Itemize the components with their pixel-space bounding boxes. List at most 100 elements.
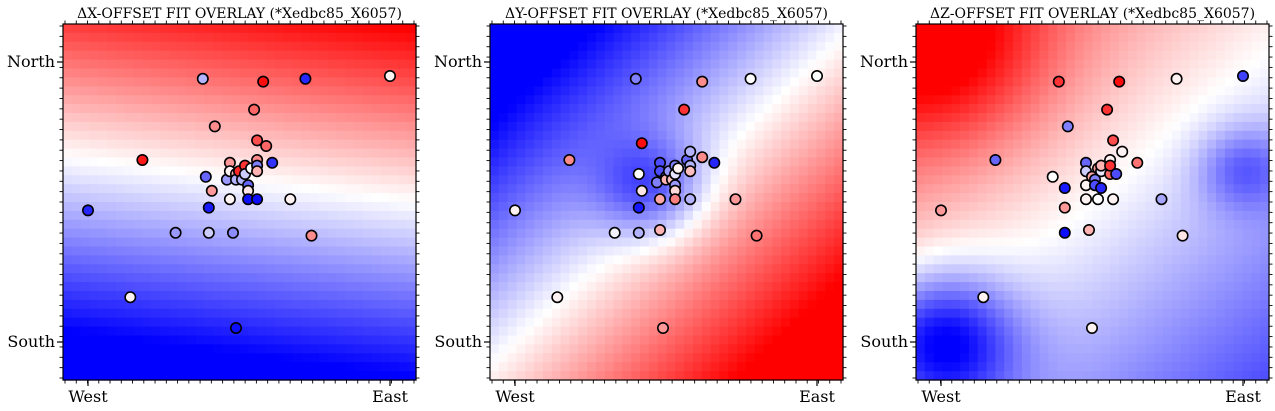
heatmap-cell — [587, 86, 597, 96]
heatmap-cell — [1207, 237, 1217, 248]
heatmap-cell — [318, 371, 329, 381]
heatmap-cell — [951, 113, 961, 123]
heatmap-cell — [587, 32, 597, 43]
heatmap-cell — [380, 228, 391, 239]
heatmap-cell — [239, 246, 249, 256]
heatmap-cell — [942, 148, 952, 159]
heatmap-cell — [578, 157, 588, 167]
heatmap-cell — [327, 255, 338, 265]
heatmap-cell — [569, 41, 579, 52]
heatmap-cell — [595, 353, 606, 363]
heatmap-cell — [142, 166, 152, 176]
heatmap-cell — [221, 68, 232, 78]
heatmap-cell — [1224, 166, 1235, 176]
scatter-point — [257, 75, 270, 88]
heatmap-cell — [525, 291, 535, 301]
heatmap-cell — [1127, 113, 1138, 123]
heatmap-cell — [604, 148, 615, 159]
heatmap-cell — [265, 273, 276, 283]
heatmap-cell — [772, 273, 782, 283]
heatmap-cell — [213, 130, 223, 141]
heatmap-cell — [507, 299, 518, 310]
heatmap-cell — [1154, 362, 1164, 372]
heatmap-cell — [781, 157, 791, 167]
heatmap-cell — [692, 237, 703, 248]
heatmap-cell — [666, 202, 676, 212]
heatmap-cell — [1118, 41, 1129, 52]
heatmap-cell — [318, 121, 329, 132]
heatmap-cell — [834, 193, 844, 203]
heatmap-cell — [631, 264, 641, 274]
heatmap-cell — [248, 255, 258, 265]
heatmap-cell — [398, 24, 408, 34]
heatmap-cell — [534, 299, 544, 310]
heatmap-cell — [968, 299, 979, 310]
heatmap-cell — [274, 335, 285, 345]
heatmap-cell — [613, 317, 623, 328]
heatmap-cell — [675, 59, 685, 70]
heatmap-cell — [98, 362, 108, 372]
heatmap-cell — [763, 148, 773, 159]
heatmap-cell — [1039, 86, 1049, 96]
heatmap-cell — [318, 166, 329, 176]
heatmap-cell — [498, 166, 509, 176]
heatmap-cell — [363, 237, 373, 248]
heatmap-cell — [1198, 219, 1208, 230]
heatmap-cell — [701, 344, 712, 354]
heatmap-cell — [380, 326, 391, 337]
heatmap-cell — [1048, 95, 1058, 105]
heatmap-cell — [398, 299, 408, 310]
heatmap-cell — [1198, 344, 1208, 354]
heatmap-cell — [737, 68, 747, 78]
heatmap-cell — [363, 166, 373, 176]
heatmap-cell — [916, 219, 926, 230]
heatmap-cell — [701, 32, 712, 43]
heatmap-cell — [542, 228, 553, 239]
heatmap-cell — [834, 255, 844, 265]
heatmap-cell — [257, 59, 267, 70]
heatmap-cell — [916, 228, 926, 239]
heatmap-cell — [684, 130, 694, 141]
heatmap-cell — [168, 353, 179, 363]
heatmap-cell — [301, 264, 311, 274]
heatmap-cell — [968, 77, 979, 87]
heatmap-cell — [534, 50, 544, 61]
scatter-point — [810, 70, 823, 83]
heatmap-cell — [1066, 166, 1076, 176]
heatmap-cell — [389, 317, 399, 328]
heatmap-cell — [398, 139, 408, 150]
heatmap-cell — [986, 273, 997, 283]
heatmap-cell — [124, 317, 135, 328]
heatmap-cell — [195, 299, 205, 310]
heatmap-cell — [640, 104, 650, 114]
heatmap-cell — [1198, 255, 1208, 265]
heatmap-cell — [318, 184, 329, 194]
heatmap-cell — [124, 371, 135, 381]
heatmap-cell — [354, 50, 364, 61]
heatmap-cell — [604, 139, 615, 150]
heatmap-cell — [942, 50, 952, 61]
heatmap-cell — [1013, 32, 1023, 43]
heatmap-cell — [283, 282, 294, 292]
heatmap-cell — [542, 273, 553, 283]
heatmap-cell — [1004, 59, 1014, 70]
heatmap-cell — [1145, 139, 1155, 150]
heatmap-cell — [204, 264, 214, 274]
heatmap-cell — [490, 246, 500, 256]
heatmap-cell — [684, 246, 694, 256]
heatmap-cell — [942, 282, 952, 292]
heatmap-cell — [363, 273, 373, 283]
heatmap-cell — [578, 113, 588, 123]
heatmap-cell — [1127, 202, 1138, 212]
heatmap-cell — [968, 246, 979, 256]
heatmap-cell — [1154, 184, 1164, 194]
heatmap-cell — [160, 210, 170, 221]
heatmap-cell — [1021, 104, 1032, 114]
heatmap-cell — [825, 32, 835, 43]
heatmap-cell — [160, 246, 170, 256]
heatmap-cell — [569, 219, 579, 230]
heatmap-cell — [345, 139, 355, 150]
heatmap-cell — [310, 291, 320, 301]
heatmap-cell — [1189, 104, 1199, 114]
heatmap-cell — [1021, 86, 1032, 96]
